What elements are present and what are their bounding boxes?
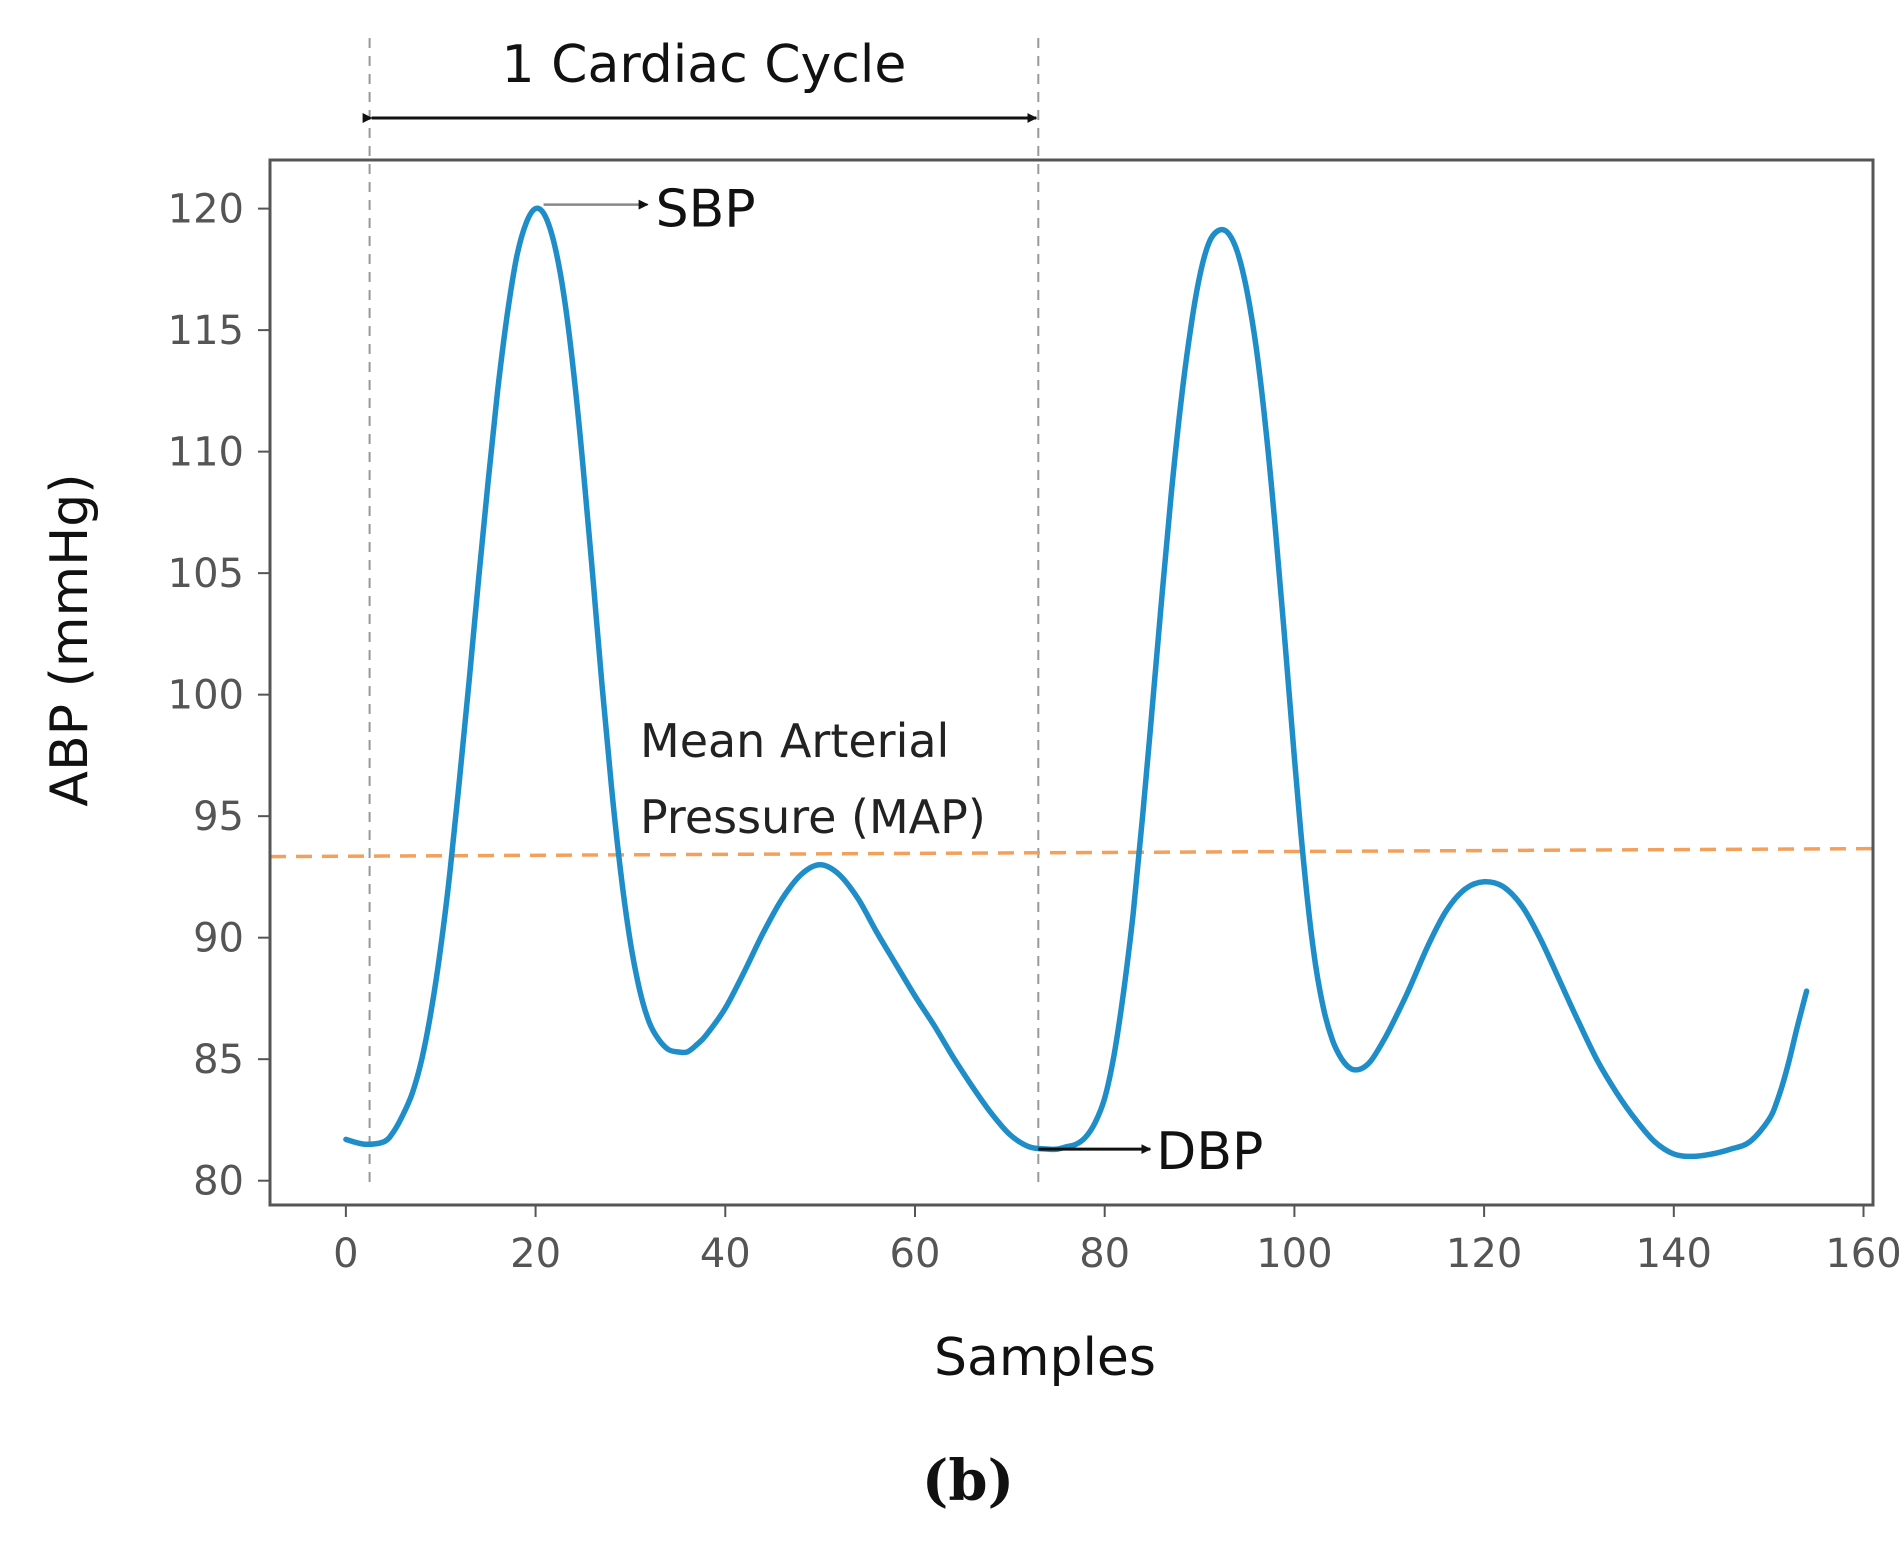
- x-tick-label: 120: [1446, 1231, 1522, 1277]
- y-tick-label: 120: [168, 187, 244, 233]
- y-tick-label: 105: [168, 551, 244, 597]
- x-tick-label: 160: [1825, 1231, 1901, 1277]
- x-tick-label: 20: [510, 1231, 561, 1277]
- sbp-label: SBP: [656, 180, 756, 240]
- annotations: 1 Cardiac Cycle SBP DBP Mean Arterial Pr…: [362, 35, 1263, 1182]
- map-line: [269, 846, 1874, 859]
- cardiac-cycle-label: 1 Cardiac Cycle: [502, 35, 907, 95]
- plot-frame: [268, 158, 1875, 1207]
- y-tick-label: 90: [193, 916, 244, 962]
- figure-caption: (b): [922, 1448, 1014, 1514]
- abp-series-line: [343, 205, 1810, 1160]
- y-tick-label: 110: [168, 430, 244, 476]
- x-tick-label: 80: [1079, 1231, 1130, 1277]
- series-layer: [343, 205, 1810, 1160]
- y-tick-label: 95: [193, 794, 244, 840]
- y-tick-label: 80: [193, 1159, 244, 1205]
- x-tick-label: 40: [700, 1231, 751, 1277]
- x-tick-label: 140: [1636, 1231, 1712, 1277]
- x-tick-label: 60: [890, 1231, 941, 1277]
- y-tick-label: 85: [193, 1037, 244, 1083]
- x-tick-label: 0: [333, 1231, 358, 1277]
- map-layer: [269, 846, 1874, 859]
- x-tick-label: 100: [1256, 1231, 1332, 1277]
- x-axis-title: Samples: [934, 1328, 1156, 1388]
- cycle-markers: [368, 38, 1040, 1185]
- y-tick-label: 100: [168, 673, 244, 719]
- axis-ticks: 0 20 40 60 80 100 120 140 160 80 85 90 95 100 105 110 11…: [168, 187, 1902, 1277]
- map-label-line1: Mean Arterial: [640, 714, 949, 768]
- y-axis-title: ABP (mmHg): [40, 473, 100, 806]
- dbp-label: DBP: [1156, 1122, 1263, 1182]
- y-tick-label: 115: [168, 308, 244, 354]
- map-label-line2: Pressure (MAP): [640, 790, 986, 844]
